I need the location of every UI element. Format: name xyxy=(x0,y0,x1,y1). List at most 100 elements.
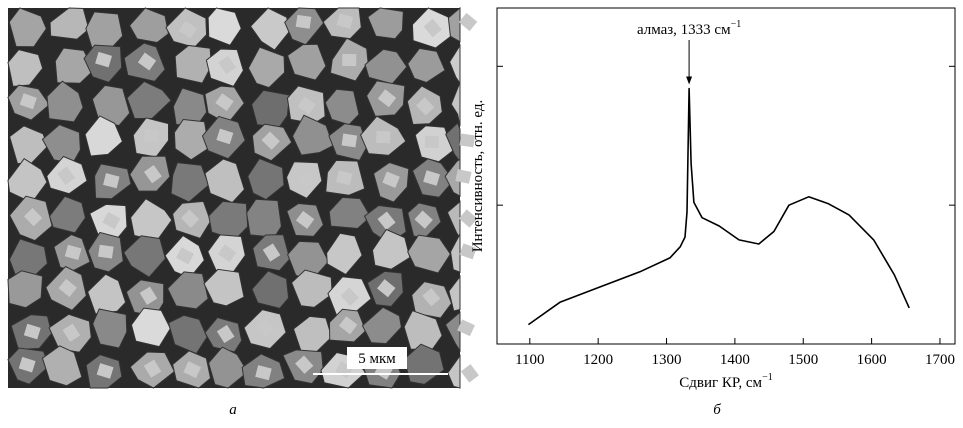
annotation-arrowhead xyxy=(686,76,693,85)
annotation-sup: −1 xyxy=(731,19,742,30)
grain xyxy=(8,7,47,48)
scale-label-box xyxy=(347,347,407,369)
facet xyxy=(143,359,162,378)
facet xyxy=(180,209,200,228)
x-axis-label: Сдвиг КР, см−1 xyxy=(679,372,772,391)
panel-label: а xyxy=(229,402,237,418)
x-tick-label: 1500 xyxy=(788,352,818,368)
grain xyxy=(130,307,171,348)
facet xyxy=(377,279,396,298)
sem-photo xyxy=(7,6,479,389)
grain xyxy=(371,228,411,270)
facet xyxy=(256,319,275,338)
facet xyxy=(336,13,354,29)
grain xyxy=(291,114,334,156)
grain xyxy=(174,44,212,84)
facet xyxy=(183,361,202,379)
facet xyxy=(23,323,41,340)
facet xyxy=(455,169,472,184)
grain xyxy=(291,269,333,308)
grain xyxy=(84,115,124,157)
x-tick-label: 1300 xyxy=(652,352,682,368)
facet xyxy=(19,93,37,110)
facet xyxy=(295,14,312,29)
facet xyxy=(424,135,439,148)
facet xyxy=(382,171,400,188)
grain xyxy=(246,198,282,238)
grain xyxy=(123,235,166,278)
facet xyxy=(459,133,476,148)
facet xyxy=(460,364,479,383)
grain xyxy=(448,275,461,312)
facet xyxy=(295,210,315,229)
x-tick-label: 1400 xyxy=(720,352,750,368)
facet xyxy=(338,316,358,335)
facet xyxy=(215,93,234,112)
grain xyxy=(326,232,363,276)
scale-label: 5 мкм xyxy=(358,351,396,367)
grain xyxy=(328,196,372,230)
facet xyxy=(218,244,237,263)
grain xyxy=(166,271,209,310)
facet xyxy=(296,170,315,189)
facet xyxy=(178,20,198,39)
x-tick-label: 1600 xyxy=(857,352,887,368)
facet xyxy=(415,97,435,116)
facet xyxy=(18,356,36,373)
grain xyxy=(49,7,90,40)
facet xyxy=(375,130,391,144)
grain xyxy=(249,7,290,51)
x-axis-label-sup: −1 xyxy=(762,372,773,383)
panel-label: б xyxy=(713,402,721,418)
grain xyxy=(447,6,461,43)
facet xyxy=(96,363,114,379)
facet xyxy=(175,247,195,265)
facet xyxy=(216,128,234,145)
grain xyxy=(126,80,172,120)
grain xyxy=(7,49,44,87)
x-axis-label-text: Сдвиг КР, см xyxy=(679,375,762,391)
x-tick-label: 1200 xyxy=(583,352,613,368)
facet xyxy=(218,55,237,75)
facet xyxy=(95,51,112,68)
plot-frame xyxy=(496,7,956,345)
grain xyxy=(41,345,83,387)
grain xyxy=(407,234,452,274)
grain xyxy=(170,162,210,203)
facet xyxy=(143,164,162,184)
facet xyxy=(262,243,281,262)
facet xyxy=(336,170,353,186)
facet xyxy=(255,365,272,381)
grain xyxy=(251,270,290,309)
facet xyxy=(458,12,478,32)
grain xyxy=(247,46,286,89)
y-axis-label: Интенсивность, отн. ед. xyxy=(470,100,486,253)
spectrum-line xyxy=(527,87,910,326)
facet xyxy=(216,324,235,344)
facet xyxy=(377,211,396,230)
facet xyxy=(261,131,280,150)
facet xyxy=(459,243,477,260)
grain xyxy=(54,47,95,84)
facet xyxy=(143,129,159,143)
grain xyxy=(367,7,404,40)
grain xyxy=(7,270,44,309)
facet xyxy=(137,52,157,71)
facet xyxy=(139,286,158,305)
grain xyxy=(203,268,245,307)
facet xyxy=(64,244,82,261)
grain xyxy=(407,47,446,84)
grain xyxy=(91,84,131,126)
facet xyxy=(458,209,478,228)
grain xyxy=(9,125,49,165)
facet xyxy=(23,207,43,227)
facet xyxy=(58,278,77,297)
facet xyxy=(340,287,359,306)
grain xyxy=(444,158,461,197)
grain xyxy=(447,354,461,389)
grain xyxy=(361,306,402,345)
grain xyxy=(286,43,327,81)
grain xyxy=(48,195,86,234)
facet xyxy=(414,210,433,229)
facet xyxy=(103,173,120,189)
